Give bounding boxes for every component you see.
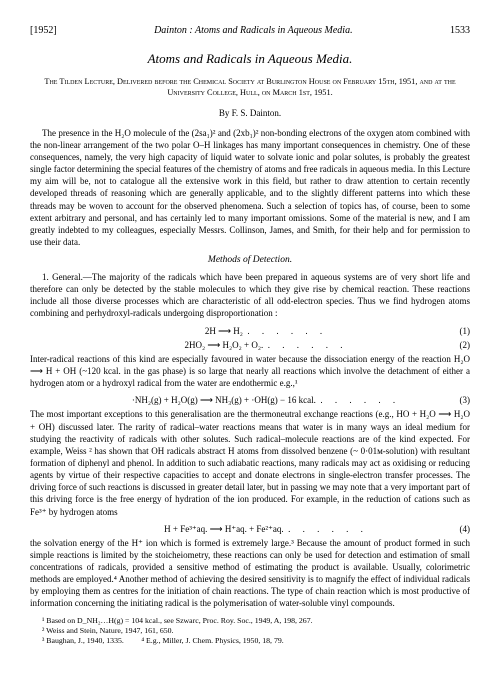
equation-1: 2H ⟶ H₂ . . . . . . (1) (30, 325, 470, 337)
footnote-3: ³ Baughan, J., 1940, 1335. ⁴ E.g., Mille… (30, 636, 470, 646)
article-subtitle: The Tilden Lecture, Delivered before the… (30, 77, 470, 99)
article-title: Atoms and Radicals in Aqueous Media. (30, 50, 470, 68)
eq4-body: H + Fe³⁺aq. ⟶ H⁺aq. + Fe²⁺aq. . . . . . … (30, 523, 442, 535)
header-year: [1952] (30, 24, 57, 38)
footnotes: ¹ Based on D_NH₂…H(g) = 104 kcal., see S… (30, 616, 470, 646)
eq2-body: 2HO₂ ⟶ H₂O₂ + O₂. . . . . . . (30, 339, 442, 351)
equation-3: ·NH₂(g) + H₂O(g) ⟶ NH₃(g) + ·OH(g) − 16 … (30, 394, 470, 406)
section-heading: Methods of Detection. (30, 254, 470, 267)
running-header: [1952] Dainton : Atoms and Radicals in A… (30, 24, 470, 38)
eq1-num: (1) (442, 325, 470, 337)
equation-2: 2HO₂ ⟶ H₂O₂ + O₂. . . . . . . (2) (30, 339, 470, 351)
header-page-num: 1533 (450, 24, 470, 38)
eq1-body: 2H ⟶ H₂ . . . . . . (30, 325, 442, 337)
inter-radical-paragraph: Inter-radical reactions of this kind are… (30, 353, 470, 389)
article-author: By F. S. Dainton. (30, 107, 470, 119)
header-title: Dainton : Atoms and Radicals in Aqueous … (154, 24, 353, 38)
footnote-2: ² Weiss and Stein, Nature, 1947, 161, 65… (30, 626, 470, 636)
eq2-num: (2) (442, 339, 470, 351)
equation-4: H + Fe³⁺aq. ⟶ H⁺aq. + Fe²⁺aq. . . . . . … (30, 523, 470, 535)
footnote-1: ¹ Based on D_NH₂…H(g) = 104 kcal., see S… (30, 616, 470, 626)
intro-paragraph: The presence in the H₂O molecule of the … (30, 127, 470, 248)
general-paragraph: 1. General.—The majority of the radicals… (30, 271, 470, 320)
solvation-paragraph: the solvation energy of the H⁺ ion which… (30, 537, 470, 610)
eq3-body: ·NH₂(g) + H₂O(g) ⟶ NH₃(g) + ·OH(g) − 16 … (30, 394, 442, 406)
eq4-num: (4) (442, 523, 470, 535)
eq3-num: (3) (442, 394, 470, 406)
exceptions-paragraph: The most important exceptions to this ge… (30, 408, 470, 517)
